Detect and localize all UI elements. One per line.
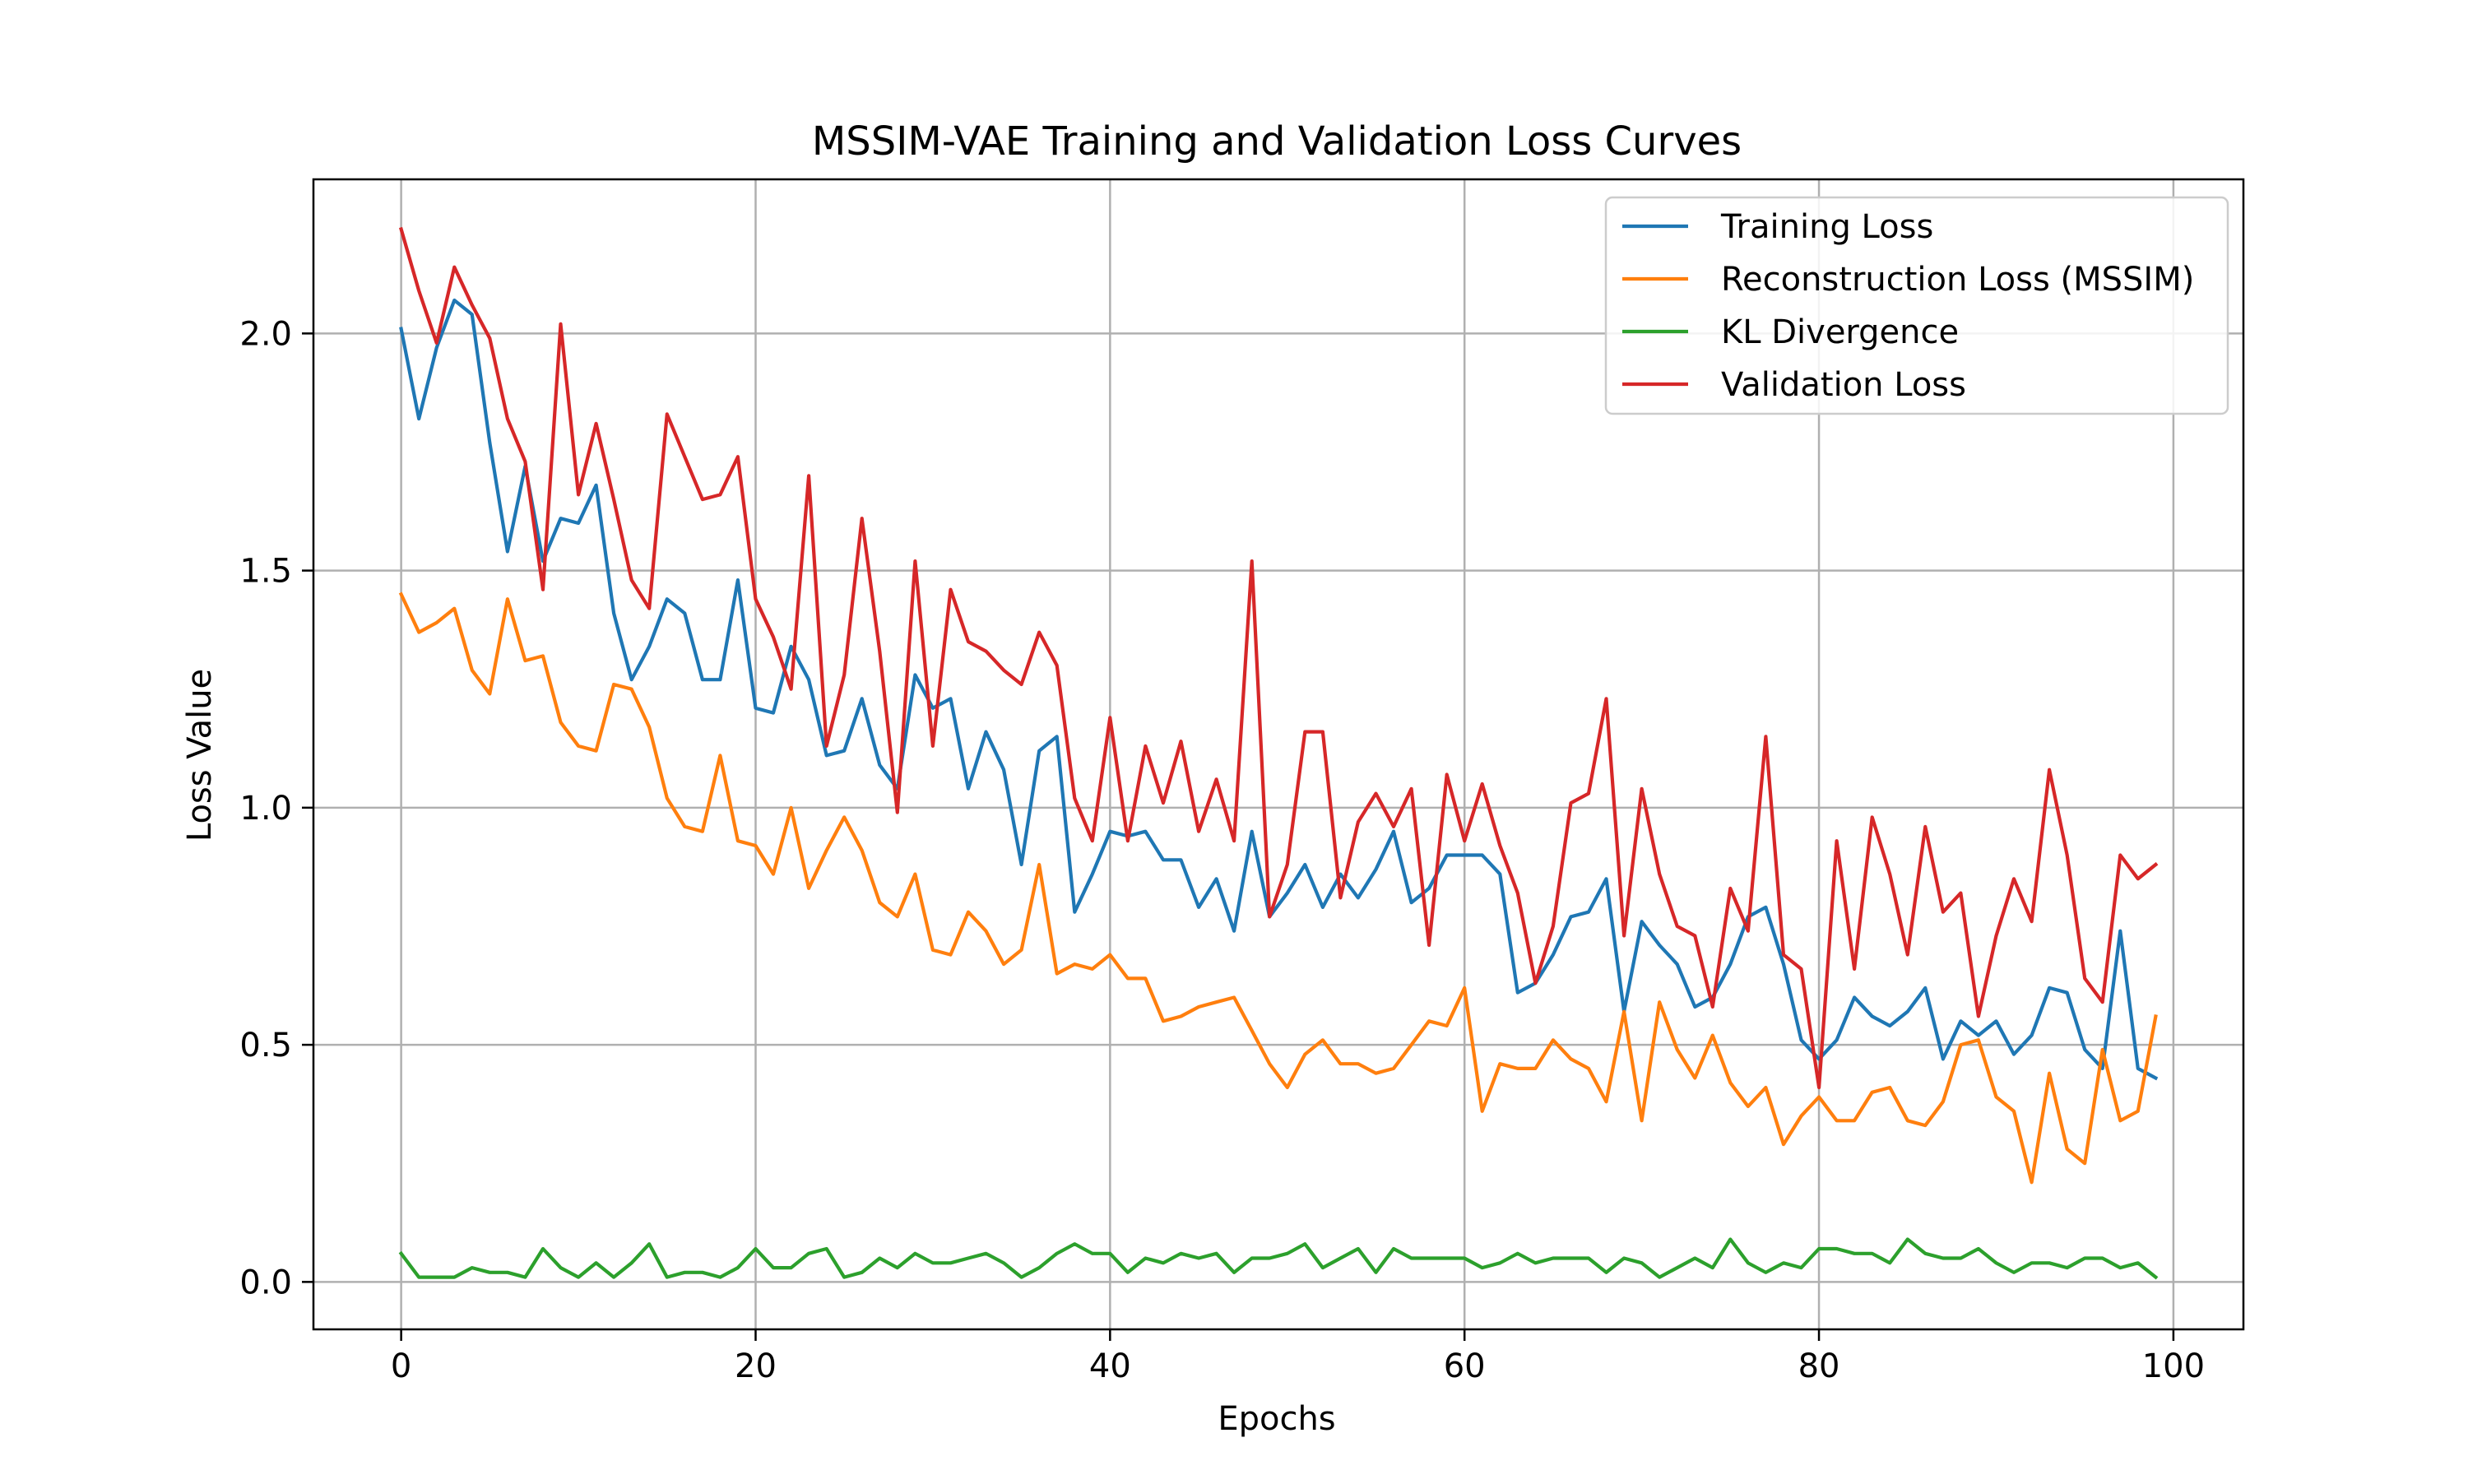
- legend-item-training-loss: Training Loss: [1622, 208, 1933, 246]
- legend-box: [1604, 196, 2229, 415]
- legend: Training Loss Reconstruction Loss (MSSIM)…: [1604, 196, 2229, 415]
- legend-label: Training Loss: [1720, 208, 1933, 246]
- y-tick-label: 1.0: [239, 790, 292, 828]
- series-training-loss: [399, 298, 2159, 1081]
- y-tick-label: 2.0: [239, 315, 292, 353]
- x-tick-label: 20: [735, 1347, 777, 1385]
- series-lines: [398, 226, 2159, 1280]
- x-tick-label: 40: [1089, 1347, 1131, 1385]
- series-kl-divergence: [398, 1237, 2159, 1280]
- series-line-training-loss: [399, 298, 2159, 1081]
- x-axis-label: Epochs: [1218, 1400, 1335, 1438]
- y-axis-ticks: 0.0 0.5 1.0 1.5 2.0: [239, 315, 313, 1301]
- series-reconstruction-loss-mssim: [398, 591, 2158, 1185]
- legend-label: KL Divergence: [1721, 313, 1959, 351]
- x-tick-label: 0: [391, 1347, 411, 1385]
- x-tick-label: 60: [1444, 1347, 1486, 1385]
- legend-item-kl-divergence: KL Divergence: [1622, 313, 1959, 351]
- legend-items: Training Loss Reconstruction Loss (MSSIM)…: [1622, 208, 2194, 404]
- y-axis-label: Loss Value: [181, 669, 219, 842]
- legend-label: Validation Loss: [1721, 366, 1966, 404]
- x-tick-label: 80: [1798, 1347, 1840, 1385]
- series-line-validation-loss: [399, 226, 2159, 1090]
- y-tick-label: 0.0: [239, 1264, 292, 1301]
- chart-title: MSSIM-VAE Training and Validation Loss C…: [812, 118, 1742, 165]
- x-axis-ticks: 0 20 40 60 80 100: [391, 1329, 2205, 1385]
- x-tick-label: 100: [2142, 1347, 2205, 1385]
- legend-label: Reconstruction Loss (MSSIM): [1721, 261, 2194, 299]
- y-tick-label: 0.5: [239, 1027, 292, 1064]
- series-validation-loss: [399, 226, 2159, 1090]
- y-tick-label: 1.5: [239, 553, 292, 591]
- series-line-reconstruction-loss-mssim: [398, 591, 2158, 1185]
- legend-item-validation-loss: Validation Loss: [1622, 366, 1966, 404]
- plot-frame: [312, 178, 2245, 1331]
- legend-item-reconstruction-loss-mssim: Reconstruction Loss (MSSIM): [1622, 261, 2194, 299]
- series-line-kl-divergence: [398, 1237, 2159, 1280]
